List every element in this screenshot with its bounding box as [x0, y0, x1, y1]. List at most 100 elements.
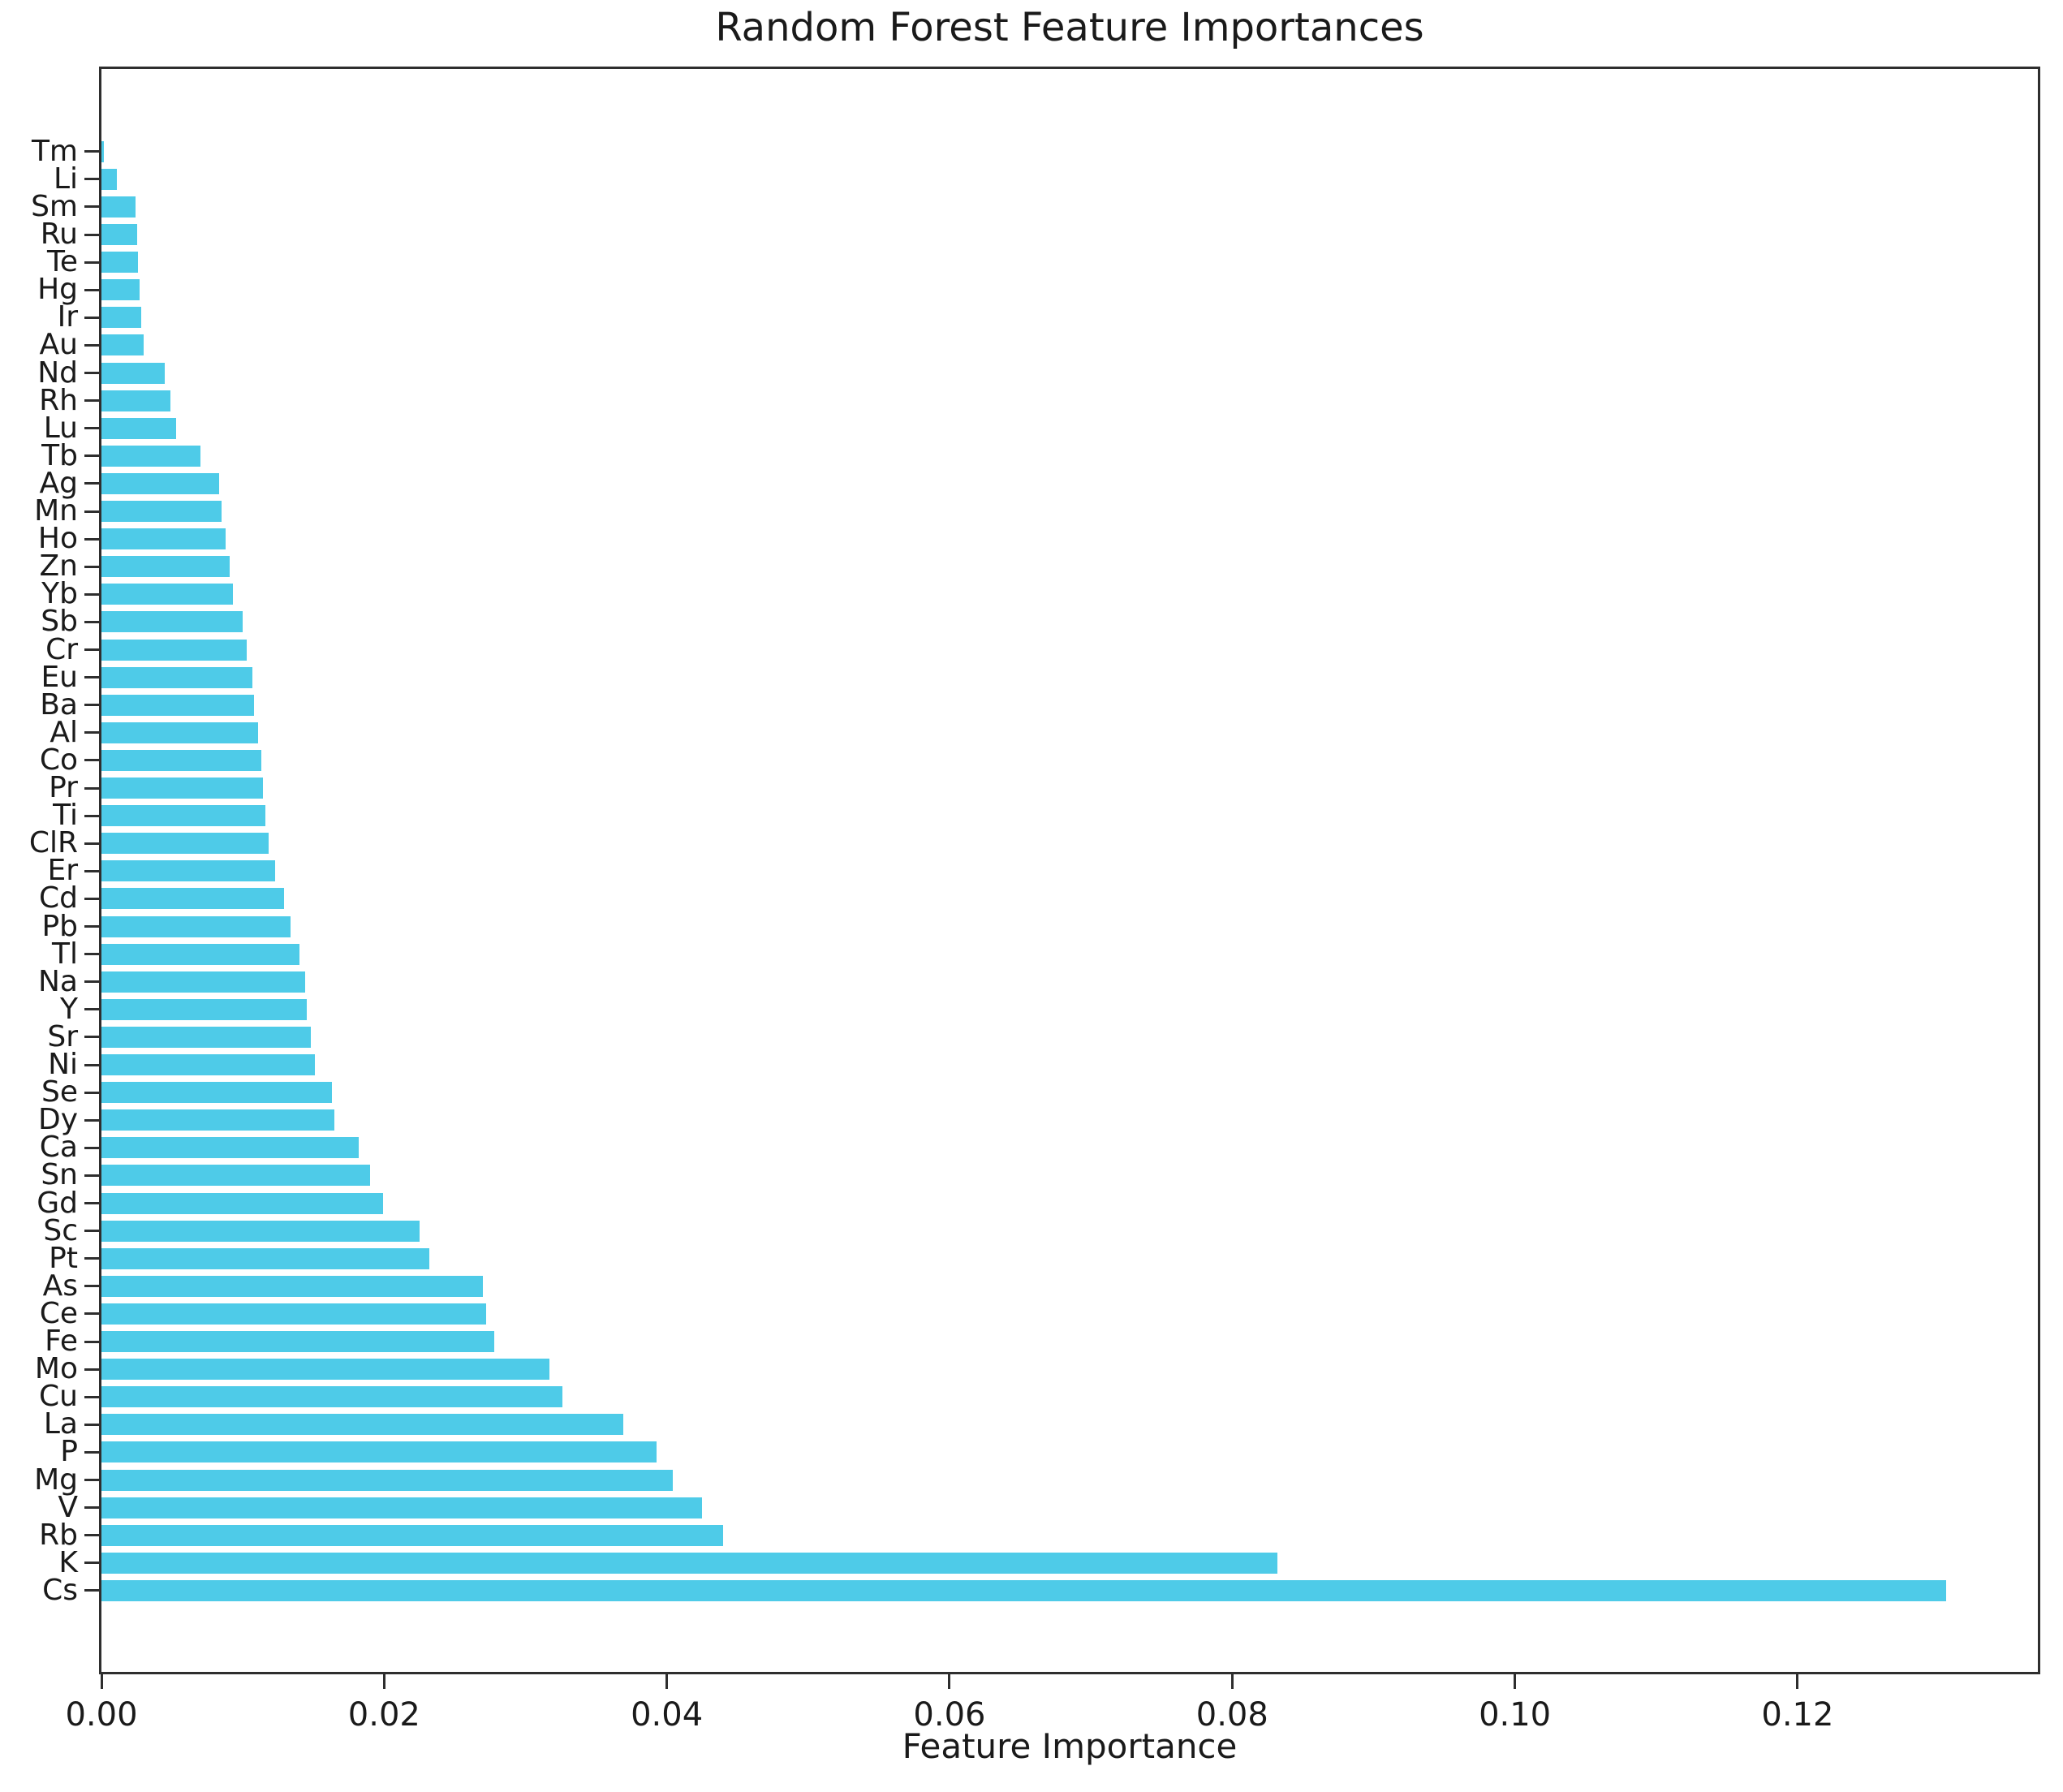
y-tick-label-Cr: Cr: [45, 632, 78, 666]
bar-Na: [101, 971, 305, 993]
bar-Te: [101, 252, 138, 274]
y-tick-Cs: [84, 1589, 99, 1592]
bar-Er: [101, 860, 275, 882]
y-tick-label-Tm: Tm: [31, 134, 78, 168]
bar-Ce: [101, 1303, 486, 1325]
bar-Cr: [101, 639, 247, 661]
y-tick-Co: [84, 759, 99, 762]
y-tick-Au: [84, 343, 99, 347]
y-tick-Pb: [84, 925, 99, 928]
y-tick-Cu: [84, 1395, 99, 1398]
x-tick-0.00: [100, 1674, 103, 1689]
y-tick-Cd: [84, 897, 99, 900]
y-tick-ClR: [84, 842, 99, 845]
bar-Fe: [101, 1331, 494, 1352]
y-tick-Pt: [84, 1257, 99, 1260]
bar-Cs: [101, 1579, 1946, 1601]
bar-Sn: [101, 1165, 370, 1187]
y-tick-Sb: [84, 620, 99, 623]
y-tick-Tm: [84, 150, 99, 153]
y-tick-Te: [84, 261, 99, 264]
y-tick-label-Te: Te: [46, 245, 78, 279]
y-tick-Ce: [84, 1312, 99, 1316]
x-tick-label-0.10: 0.10: [1479, 1696, 1552, 1734]
x-tick-label-0.04: 0.04: [631, 1696, 704, 1734]
y-tick-label-Sc: Sc: [43, 1213, 78, 1247]
y-tick-Ba: [84, 704, 99, 707]
y-tick-label-Mg: Mg: [34, 1462, 78, 1497]
y-tick-Sc: [84, 1230, 99, 1233]
y-tick-label-Rh: Rh: [39, 383, 78, 417]
y-tick-label-Ti: Ti: [53, 799, 78, 833]
x-tick-label-0.12: 0.12: [1761, 1696, 1834, 1734]
bar-Tm: [101, 140, 104, 162]
y-tick-Lu: [84, 427, 99, 430]
y-tick-label-Cd: Cd: [39, 881, 78, 915]
bar-V: [101, 1497, 702, 1518]
y-tick-label-Lu: Lu: [43, 411, 78, 445]
y-tick-label-K: K: [58, 1545, 78, 1579]
bar-Ti: [101, 805, 265, 827]
y-tick-label-Cs: Cs: [42, 1573, 78, 1607]
x-tick-0.04: [665, 1674, 669, 1689]
y-tick-Er: [84, 869, 99, 872]
y-tick-label-Cu: Cu: [39, 1380, 78, 1414]
bar-Ru: [101, 224, 137, 245]
y-tick-Sn: [84, 1174, 99, 1177]
y-tick-label-Hg: Hg: [37, 273, 78, 307]
y-tick-label-Ba: Ba: [40, 687, 78, 722]
bar-Pt: [101, 1247, 429, 1269]
bar-Tb: [101, 445, 200, 467]
y-tick-Ru: [84, 233, 99, 236]
y-tick-Li: [84, 178, 99, 181]
y-tick-label-Pr: Pr: [49, 771, 78, 804]
y-tick-label-Ru: Ru: [40, 218, 78, 251]
y-tick-As: [84, 1285, 99, 1288]
y-tick-Ni: [84, 1063, 99, 1066]
bar-Au: [101, 334, 144, 356]
y-tick-label-Ce: Ce: [39, 1296, 78, 1330]
bar-Ir: [101, 307, 141, 329]
y-tick-label-Sb: Sb: [41, 605, 78, 639]
y-tick-Cr: [84, 648, 99, 651]
y-tick-label-Ni: Ni: [48, 1048, 78, 1081]
y-tick-label-Tb: Tb: [41, 438, 78, 472]
x-axis-label: Feature Importance: [902, 1726, 1238, 1766]
y-tick-label-Rb: Rb: [39, 1518, 78, 1552]
bar-La: [101, 1414, 623, 1436]
bar-Ho: [101, 528, 226, 550]
y-tick-Eu: [84, 676, 99, 679]
y-tick-Se: [84, 1091, 99, 1094]
y-tick-Ho: [84, 537, 99, 541]
bar-Pr: [101, 778, 263, 799]
bar-Pb: [101, 915, 291, 937]
y-tick-label-Zn: Zn: [39, 549, 78, 584]
x-tick-0.08: [1230, 1674, 1234, 1689]
bar-Se: [101, 1082, 332, 1104]
bar-K: [101, 1552, 1277, 1574]
bar-Cu: [101, 1386, 562, 1408]
y-tick-label-Tl: Tl: [52, 937, 78, 971]
y-tick-Y: [84, 1008, 99, 1011]
y-tick-Mn: [84, 510, 99, 513]
bar-Lu: [101, 417, 176, 439]
y-tick-label-Sm: Sm: [31, 189, 78, 223]
bar-Cd: [101, 888, 284, 910]
bar-Eu: [101, 666, 252, 688]
y-tick-Sr: [84, 1036, 99, 1039]
y-tick-Mg: [84, 1479, 99, 1481]
y-tick-Rh: [84, 399, 99, 403]
y-tick-Na: [84, 980, 99, 984]
y-tick-Tl: [84, 953, 99, 956]
y-tick-label-Sn: Sn: [41, 1158, 78, 1192]
y-tick-label-Sr: Sr: [47, 1019, 78, 1053]
y-tick-label-Ag: Ag: [39, 466, 78, 500]
y-tick-label-Pt: Pt: [49, 1241, 78, 1275]
y-tick-label-Al: Al: [50, 715, 78, 749]
plot-area: [99, 67, 2040, 1674]
bar-Co: [101, 749, 261, 771]
x-tick-label-0.06: 0.06: [913, 1696, 986, 1734]
y-tick-label-ClR: ClR: [28, 826, 78, 860]
y-tick-Pr: [84, 786, 99, 790]
x-tick-label-0.02: 0.02: [347, 1696, 420, 1734]
